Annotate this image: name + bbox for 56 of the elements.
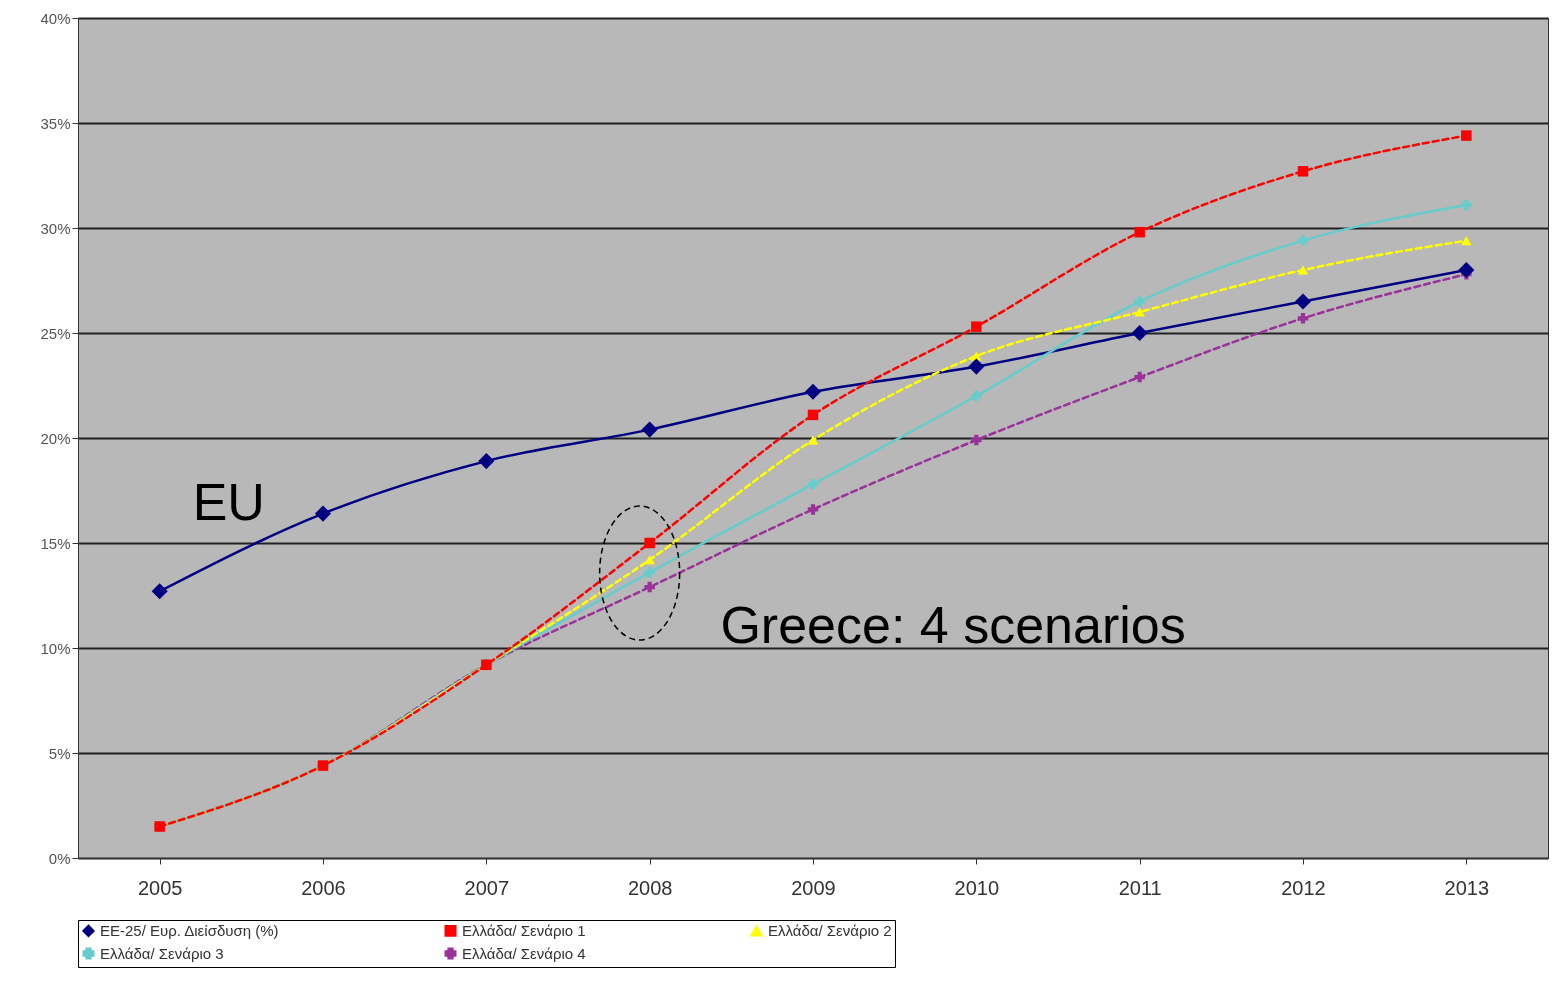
- point: [804, 383, 822, 400]
- x-tick-label: 2011: [1118, 876, 1162, 899]
- legend-label: Ελλάδα/ Σενάριο 3: [100, 944, 224, 962]
- point: [1297, 235, 1309, 246]
- point: [971, 390, 982, 402]
- legend-label: Ελλάδα/ Σενάριο 4: [462, 944, 586, 962]
- point: [968, 358, 985, 375]
- point: [1134, 226, 1145, 238]
- legend-label: Ελλάδα/ Σενάριο 2: [768, 922, 892, 940]
- annotation: Greece: 4 scenarios: [720, 596, 1186, 654]
- point: [644, 555, 655, 565]
- point: [1297, 313, 1309, 324]
- point: [1134, 307, 1145, 317]
- point: [807, 435, 819, 445]
- point: [807, 504, 819, 515]
- x-tick-label: 2007: [464, 876, 510, 899]
- point: [1458, 261, 1475, 279]
- y-tick-label: 25%: [40, 324, 71, 342]
- y-tick-label: 0%: [48, 849, 71, 867]
- point: [314, 505, 332, 522]
- x-tick-label: 2009: [791, 876, 836, 899]
- x-tick-label: 2010: [954, 876, 1000, 899]
- y-tick-label: 15%: [40, 534, 71, 552]
- legend-label: ΕΕ-25/ Ευρ. Διείσδυση (%): [100, 921, 279, 939]
- x-tick-label: 2012: [1281, 876, 1326, 899]
- point: [807, 478, 819, 490]
- x-tick-label: 2006: [301, 876, 346, 899]
- point: [1461, 199, 1472, 211]
- point: [1461, 130, 1472, 141]
- y-tick-label: 35%: [40, 114, 71, 132]
- point: [1297, 166, 1309, 177]
- y-tick-label: 40%: [40, 9, 71, 27]
- point: [1134, 371, 1145, 383]
- x-tick-label: 2008: [627, 876, 673, 899]
- point: [1297, 265, 1309, 275]
- x-tick-label: 2013: [1444, 876, 1490, 899]
- annotation: EU: [192, 472, 265, 531]
- x-tick-label: 2005: [137, 876, 183, 899]
- point: [1461, 236, 1472, 246]
- point: [1294, 293, 1312, 310]
- point: [478, 453, 495, 470]
- point: [1134, 296, 1145, 307]
- y-tick-label: 20%: [40, 429, 71, 447]
- y-tick-label: 5%: [48, 744, 71, 762]
- point: [644, 567, 655, 578]
- point: [641, 421, 658, 438]
- point: [151, 583, 168, 600]
- y-tick-label: 10%: [40, 639, 71, 657]
- point: [971, 321, 982, 332]
- y-tick-label: 30%: [40, 219, 71, 237]
- point: [644, 581, 655, 593]
- point: [807, 409, 819, 421]
- legend-label: Ελλάδα/ Σενάριο 1: [462, 921, 586, 939]
- point: [644, 537, 655, 549]
- point: [971, 434, 982, 446]
- point: [1131, 324, 1148, 342]
